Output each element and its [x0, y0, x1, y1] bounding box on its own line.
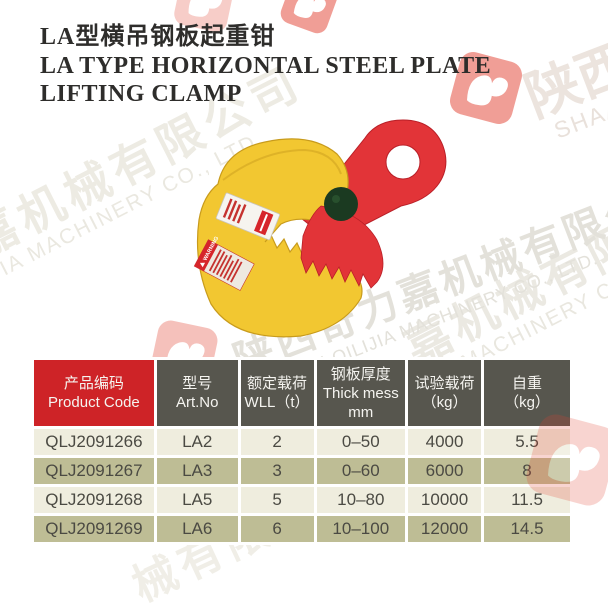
cell-self-weight: 11.5 — [484, 487, 570, 513]
col-header-zh: 额定载荷 — [247, 375, 308, 392]
cell-thickness: 0–50 — [316, 429, 406, 455]
col-header-art-no: 型号 Art.No — [156, 360, 238, 426]
clamp-pivot — [324, 187, 358, 221]
col-header-zh: 试验载荷 — [414, 375, 475, 392]
clamp-model-label — [215, 192, 281, 241]
col-header-en: WLL（t） — [244, 394, 310, 411]
col-header-product-code: 产品编码 Product Code — [34, 360, 154, 426]
table-row: QLJ2091267 LA3 3 0–60 6000 8 — [34, 458, 570, 484]
col-header-en: （kg） — [504, 394, 550, 411]
cell-art-no: LA2 — [156, 429, 238, 455]
cell-wll: 6 — [240, 516, 314, 542]
cell-art-no: LA5 — [156, 487, 238, 513]
cell-product-code: QLJ2091268 — [34, 487, 154, 513]
clamp-red-jaw — [300, 205, 384, 289]
col-header-en: （kg） — [421, 394, 468, 411]
clamp-pivot-highlight — [332, 195, 340, 203]
col-header-zh: 自重 — [512, 375, 543, 392]
cell-test-load: 6000 — [408, 458, 482, 484]
cell-thickness: 10–80 — [316, 487, 406, 513]
table-row: QLJ2091268 LA5 5 10–80 10000 11.5 — [34, 487, 570, 513]
col-header-en: Product Code — [48, 394, 140, 411]
col-header-test-load: 试验载荷 （kg） — [408, 360, 482, 426]
col-header-en: Art.No — [175, 394, 219, 411]
product-photo-lifting-clamp: WARNING — [193, 116, 455, 348]
cell-test-load: 4000 — [408, 429, 482, 455]
page-title-en-line1: LA TYPE HORIZONTAL STEEL PLATE — [40, 53, 492, 79]
col-header-zh: 钢板厚度 — [330, 365, 391, 383]
cell-self-weight: 14.5 — [484, 516, 570, 542]
cell-thickness: 10–100 — [316, 516, 406, 542]
cell-wll: 3 — [240, 458, 314, 484]
watermark-text-en: SHAA — [550, 93, 608, 144]
cell-product-code: QLJ2091269 — [34, 516, 154, 542]
watermark-text-zh: 陕西 — [517, 33, 608, 129]
title-block: LA型横吊钢板起重钳 LA TYPE HORIZONTAL STEEL PLAT… — [40, 22, 491, 108]
cell-self-weight: 8 — [484, 458, 570, 484]
lifting-clamp-illustration: WARNING — [193, 119, 447, 338]
spec-table: 产品编码 Product Code 型号 Art.No 额定载荷 WLL（t） … — [31, 357, 573, 545]
col-header-wll: 额定载荷 WLL（t） — [240, 360, 314, 426]
cell-wll: 2 — [240, 429, 314, 455]
col-header-en: Thick mess — [322, 384, 399, 402]
table-header-row: 产品编码 Product Code 型号 Art.No 额定载荷 WLL（t） … — [34, 360, 570, 426]
cell-thickness: 0–60 — [316, 458, 406, 484]
cell-test-load: 10000 — [408, 487, 482, 513]
col-header-zh: 型号 — [182, 375, 213, 392]
cell-product-code: QLJ2091266 — [34, 429, 154, 455]
watermark-company-fragment: 陕西 SHAA — [512, 19, 608, 149]
cell-self-weight: 5.5 — [484, 429, 570, 455]
clamp-body-edge-detail — [222, 148, 342, 181]
col-header-self-weight: 自重 （kg） — [484, 360, 570, 426]
clamp-eye-hole — [385, 144, 421, 180]
table-row: QLJ2091269 LA6 6 10–100 12000 14.5 — [34, 516, 570, 542]
page-title-zh: LA型横吊钢板起重钳 — [40, 24, 276, 50]
cell-test-load: 12000 — [408, 516, 482, 542]
cell-wll: 5 — [240, 487, 314, 513]
col-header-thickness: 钢板厚度 Thick mess mm — [316, 360, 406, 426]
cell-art-no: LA6 — [156, 516, 238, 542]
cell-product-code: QLJ2091267 — [34, 458, 154, 484]
col-header-zh: 产品编码 — [63, 375, 124, 392]
table-row: QLJ2091266 LA2 2 0–50 4000 5.5 — [34, 429, 570, 455]
cell-art-no: LA3 — [156, 458, 238, 484]
clamp-warning-label: WARNING — [193, 236, 255, 291]
col-header-unit: mm — [348, 403, 374, 421]
page-title-en-line2: LIFTING CLAMP — [40, 81, 242, 107]
